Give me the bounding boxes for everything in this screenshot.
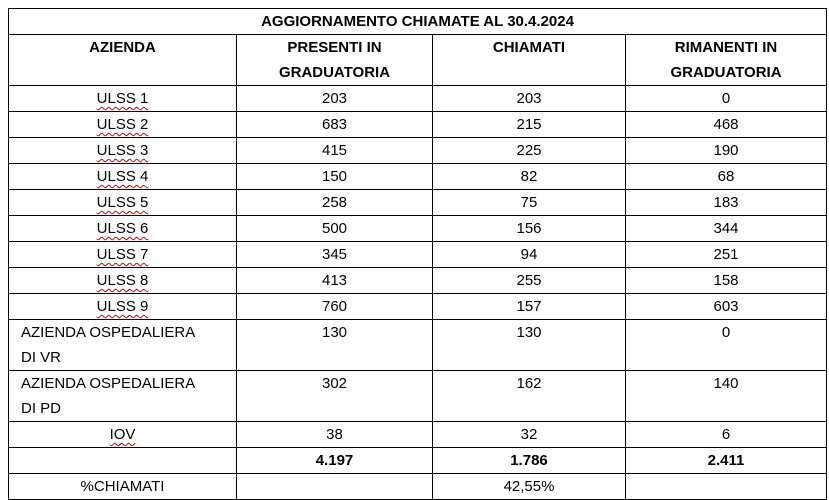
value-cell: 683 [236, 111, 433, 138]
totals-row: 4.197 1.786 2.411 [8, 447, 828, 474]
value-cell: 140 [624, 370, 828, 422]
value-cell: 345 [236, 241, 433, 268]
total-cell: 2.411 [624, 447, 828, 474]
header-cell: AZIENDA [8, 34, 237, 86]
data-row: ULSS 7 345 94 251 [8, 241, 828, 268]
value-cell: 251 [624, 241, 828, 268]
name-cell: AZIENDA OSPEDALIERA DI PD [8, 370, 237, 422]
name-cell: ULSS 4 [8, 163, 237, 190]
data-row: ULSS 5 258 75 183 [8, 189, 828, 216]
value-cell: 75 [432, 189, 626, 216]
value-cell: 162 [432, 370, 626, 422]
value-cell: 500 [236, 215, 433, 242]
data-row: ULSS 1 203 203 0 [8, 85, 828, 112]
value-cell: 258 [236, 189, 433, 216]
header-cell: CHIAMATI [432, 34, 626, 86]
name-cell: ULSS 2 [8, 111, 237, 138]
value-cell: 94 [432, 241, 626, 268]
empty-cell [624, 473, 828, 500]
name-cell: ULSS 9 [8, 293, 237, 320]
data-row: ULSS 8 413 255 158 [8, 267, 828, 294]
value-cell: 203 [236, 85, 433, 112]
value-cell: 302 [236, 370, 433, 422]
data-row: ULSS 2 683 215 468 [8, 111, 828, 138]
value-cell: 156 [432, 215, 626, 242]
table-title: AGGIORNAMENTO CHIAMATE AL 30.4.2024 [7, 8, 828, 35]
value-cell: 415 [236, 137, 433, 164]
name-cell: ULSS 1 [8, 85, 237, 112]
data-row: AZIENDA OSPEDALIERA DI PD 302 162 140 [8, 370, 828, 422]
value-cell: 6 [624, 421, 828, 448]
value-cell: 32 [432, 421, 626, 448]
data-row: AZIENDA OSPEDALIERA DI VR 130 130 0 [8, 319, 828, 371]
value-cell: 82 [432, 163, 626, 190]
total-cell: 4.197 [236, 447, 433, 474]
value-cell: 225 [432, 137, 626, 164]
percent-label: %CHIAMATI [8, 473, 237, 500]
name-cell: ULSS 7 [8, 241, 237, 268]
table-body: AGGIORNAMENTO CHIAMATE AL 30.4.2024 AZIE… [7, 8, 828, 500]
data-row: ULSS 4 150 82 68 [8, 163, 828, 190]
percent-value: 42,55% [432, 473, 626, 500]
data-row: ULSS 6 500 156 344 [8, 215, 828, 242]
name-cell: ULSS 8 [8, 267, 237, 294]
data-row: ULSS 9 760 157 603 [8, 293, 828, 320]
value-cell: 130 [432, 319, 626, 371]
value-cell: 183 [624, 189, 828, 216]
empty-cell [236, 473, 433, 500]
value-cell: 190 [624, 137, 828, 164]
value-cell: 157 [432, 293, 626, 320]
header-row: AZIENDA PRESENTI IN GRADUATORIA CHIAMATI RI… [8, 34, 828, 86]
data-row: IOV 38 32 6 [8, 421, 828, 448]
value-cell: 468 [624, 111, 828, 138]
value-cell: 255 [432, 267, 626, 294]
value-cell: 344 [624, 215, 828, 242]
header-cell: RIMANENTI IN GRADUATORIA [624, 34, 828, 86]
value-cell: 0 [624, 85, 828, 112]
name-cell: ULSS 5 [8, 189, 237, 216]
header-cell: PRESENTI IN GRADUATORIA [236, 34, 433, 86]
data-row: ULSS 3 415 225 190 [8, 137, 828, 164]
name-cell: ULSS 3 [8, 137, 237, 164]
percent-row: %CHIAMATI 42,55% [8, 473, 828, 500]
value-cell: 68 [624, 163, 828, 190]
name-cell: IOV [8, 421, 237, 448]
value-cell: 603 [624, 293, 828, 320]
value-cell: 158 [624, 267, 828, 294]
name-cell: ULSS 6 [8, 215, 237, 242]
value-cell: 413 [236, 267, 433, 294]
name-cell: AZIENDA OSPEDALIERA DI VR [8, 319, 237, 371]
value-cell: 150 [236, 163, 433, 190]
value-cell: 38 [236, 421, 433, 448]
value-cell: 203 [432, 85, 626, 112]
value-cell: 130 [236, 319, 433, 371]
value-cell: 215 [432, 111, 626, 138]
value-cell: 0 [624, 319, 828, 371]
empty-cell [8, 447, 237, 474]
value-cell: 760 [236, 293, 433, 320]
title-row: AGGIORNAMENTO CHIAMATE AL 30.4.2024 [7, 8, 828, 35]
calls-table: AGGIORNAMENTO CHIAMATE AL 30.4.2024 AZIE… [7, 8, 828, 500]
total-cell: 1.786 [432, 447, 626, 474]
